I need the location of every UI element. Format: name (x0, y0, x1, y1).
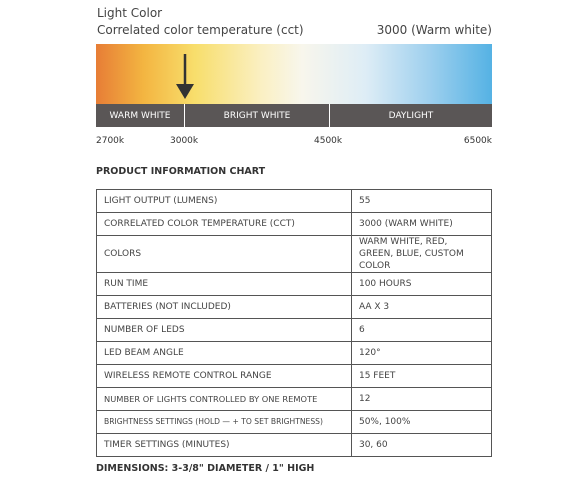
label-cell: LIGHT OUTPUT (LUMENS) (96, 189, 352, 213)
label-cell: NUMBER OF LIGHTS CONTROLLED BY ONE REMOT… (96, 387, 352, 411)
value-cell: 6 (350, 318, 493, 342)
table-row: BATTERIES (NOT INCLUDED) AA X 3 (96, 295, 493, 319)
value-cell: 12 (350, 387, 493, 411)
scale-tick: 2700k (96, 136, 125, 146)
band: DAYLIGHT (388, 110, 434, 121)
table-row: NUMBER OF LIGHTS CONTROLLED BY ONE REMOT… (96, 387, 493, 411)
table-title: PRODUCT INFORMATION CHART (96, 166, 266, 177)
color-gradient (96, 44, 492, 104)
label-cell: LED BEAM ANGLE (96, 341, 352, 365)
table-row: LIGHT OUTPUT (LUMENS) 55 (96, 189, 493, 213)
label-cell: NUMBER OF LEDS (96, 318, 352, 342)
subtitle: Correlated color temperature (cct) (97, 23, 304, 37)
info-table: LIGHT OUTPUT (LUMENS) 55 CORRELATED COLOR … (96, 189, 493, 457)
table-row: COLORS WARM WHITE, RED, GREEN, BLUE, CUST… (96, 235, 493, 273)
value-cell: 15 FEET (350, 364, 493, 388)
label-cell: BRIGHTNESS SETTINGS (HOLD — + TO SET BRI… (96, 410, 352, 434)
value-cell: 3000 (WARM WHITE) (350, 212, 493, 236)
label-cell: RUN TIME (96, 272, 352, 296)
table-row: RUN TIME 100 HOURS (96, 272, 493, 296)
table-row: TIMER SETTINGS (MINUTES) 30, 60 (96, 433, 493, 457)
band: WARM WHITE (96, 104, 185, 127)
title: Light Color (97, 6, 163, 20)
scale-tick: 3000k (170, 136, 199, 146)
value-cell: AA X 3 (350, 295, 493, 319)
label-cell: COLORS (96, 235, 352, 273)
table-row: LED BEAM ANGLE 120° (96, 341, 493, 365)
value-cell: 100 HOURS (350, 272, 493, 296)
value-cell: WARM WHITE, RED, GREEN, BLUE, CUSTOM COL… (350, 235, 493, 273)
table-row: CORRELATED COLOR TEMPERATURE (CCT) 3000 (… (96, 212, 493, 236)
table-row: BRIGHTNESS SETTINGS (HOLD — + TO SET BRI… (96, 410, 493, 434)
table-row: WIRELESS REMOTE CONTROL RANGE 15 FEET (96, 364, 493, 388)
label-cell: TIMER SETTINGS (MINUTES) (96, 433, 352, 457)
label-cell: BATTERIES (NOT INCLUDED) (96, 295, 352, 319)
table-body: LIGHT OUTPUT (LUMENS) 55 CORRELATED COLOR … (96, 189, 493, 457)
current-value: 3000 (Warm white) (376, 23, 492, 37)
scale-tick: 4500k (314, 136, 343, 146)
footer: DIMENSIONS: 3-3/8" DIAMETER / 1" HIGH (96, 463, 315, 474)
label-cell: WIRELESS REMOTE CONTROL RANGE (96, 364, 352, 388)
value-cell: 30, 60 (350, 433, 493, 457)
label-cell: CORRELATED COLOR TEMPERATURE (CCT) (96, 212, 352, 236)
scale-tick: 6500k (463, 136, 492, 146)
value-cell: 55 (350, 189, 493, 213)
table-row: NUMBER OF LEDS 6 (96, 318, 493, 342)
band: BRIGHT WHITE (185, 104, 330, 127)
band-bar: WARM WHITE BRIGHT WHITE DAYLIGHT (96, 104, 492, 127)
value-cell: 120° (350, 341, 493, 365)
value-cell: 50%, 100% (350, 410, 493, 434)
arrow (176, 54, 194, 99)
